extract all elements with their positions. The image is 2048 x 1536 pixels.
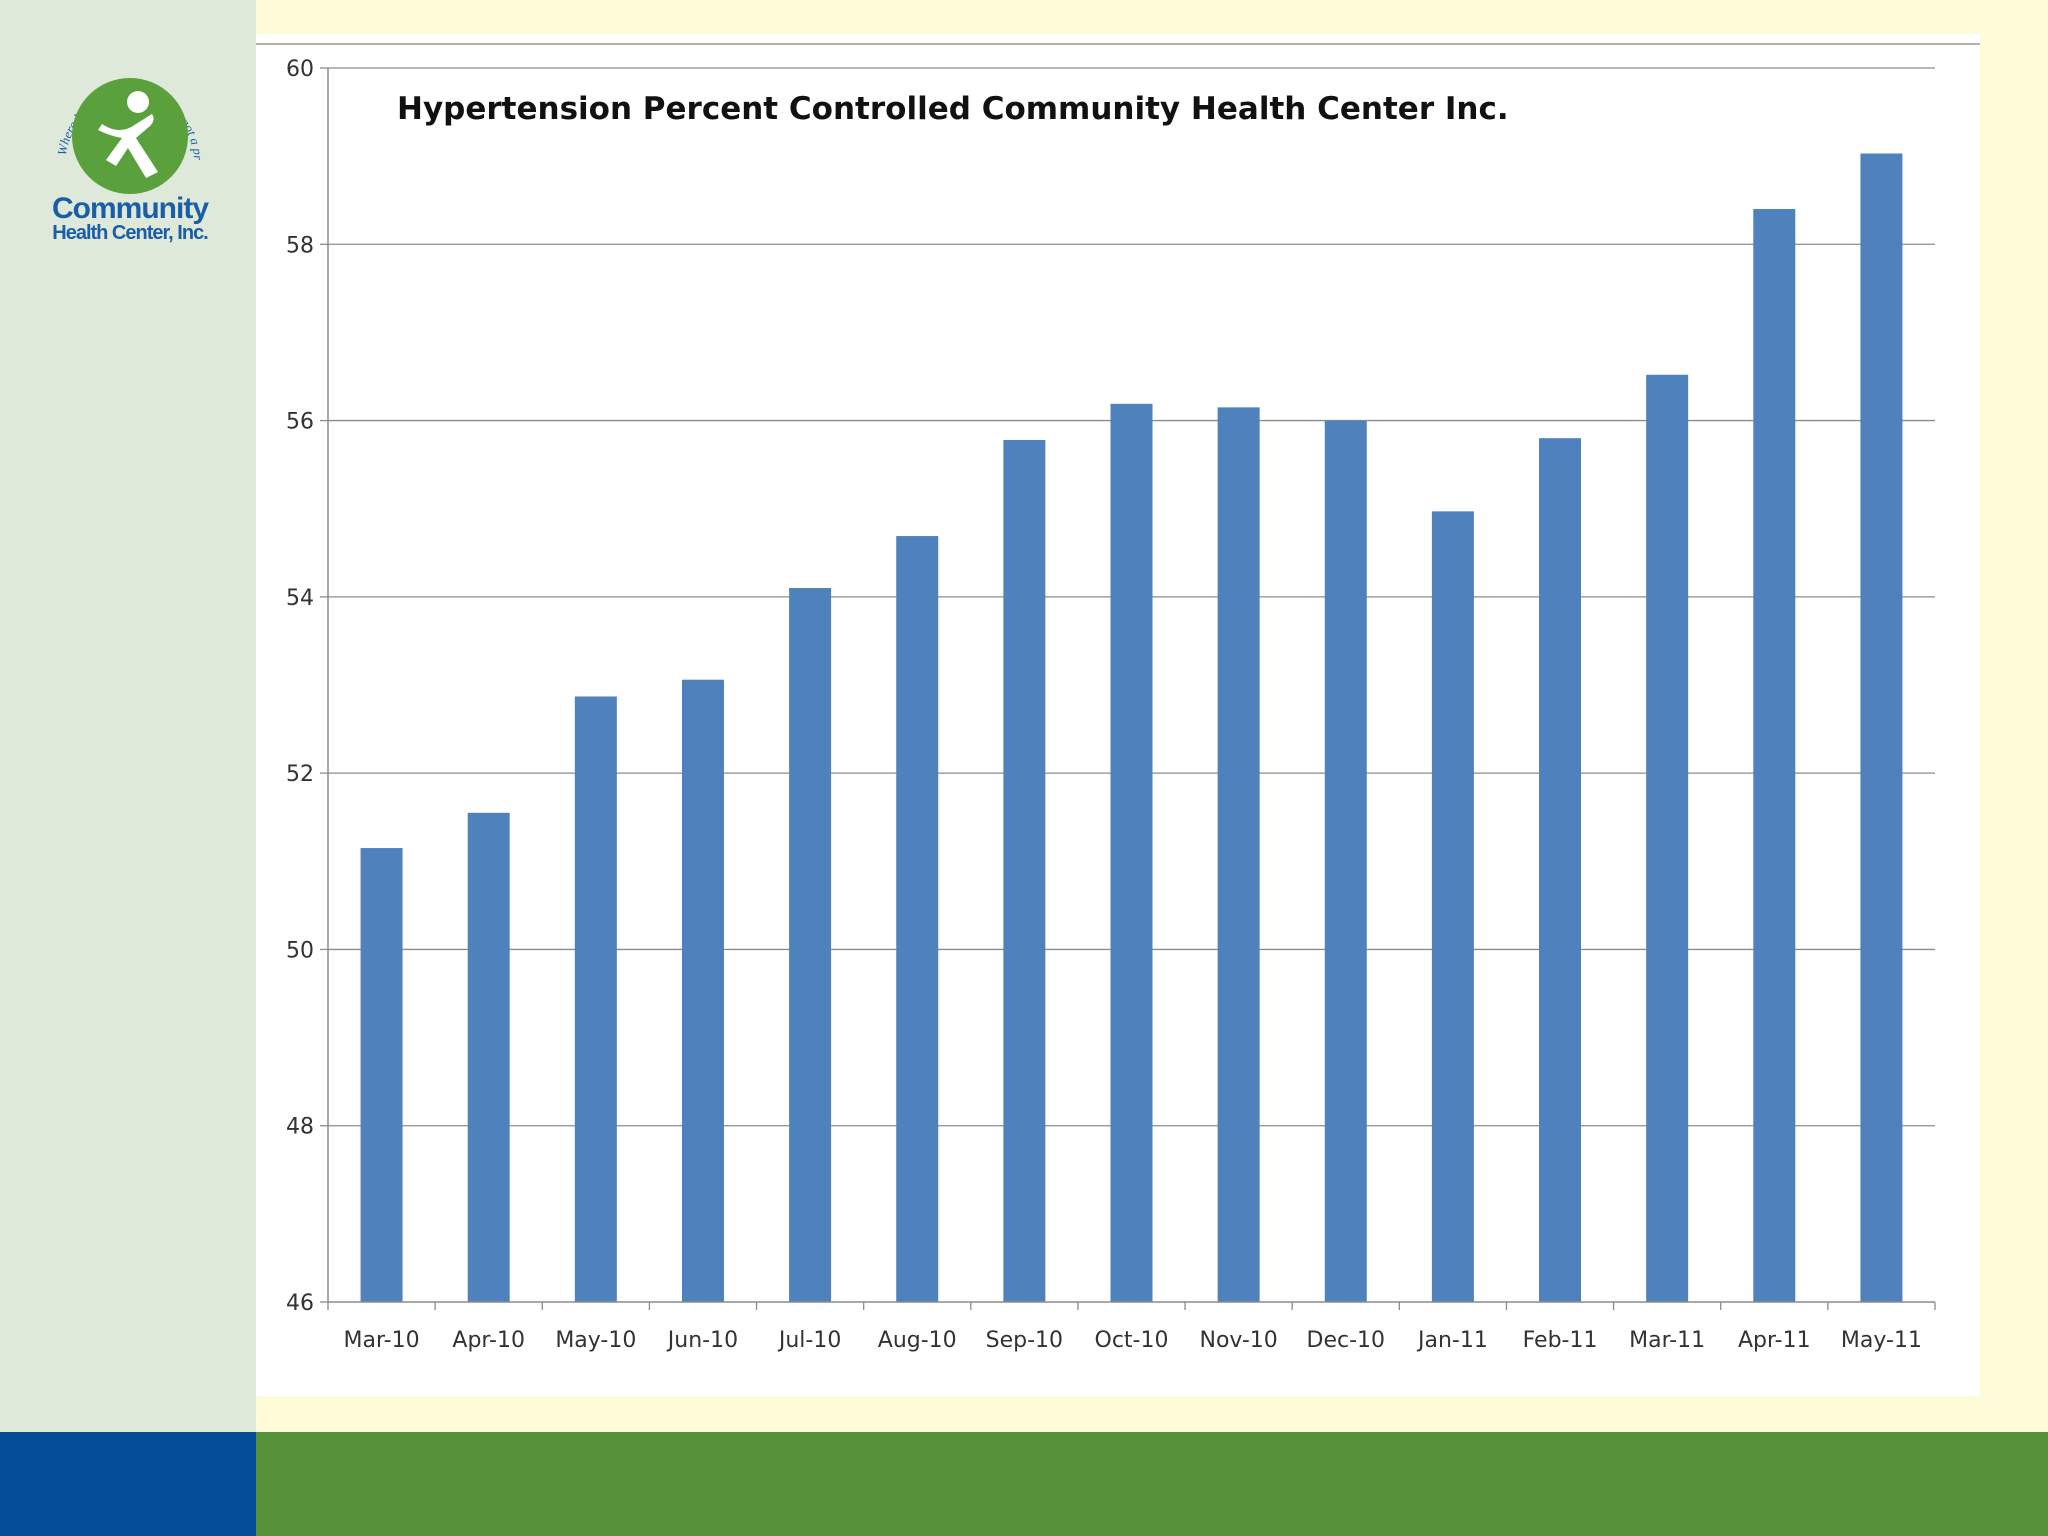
- y-tick-label: 50: [286, 938, 314, 963]
- x-tick-label: Mar-10: [344, 1328, 420, 1353]
- x-tick-label: Feb-11: [1523, 1328, 1598, 1353]
- bar-may-11: [1860, 153, 1903, 1303]
- bar-sep-10: [1003, 439, 1046, 1302]
- logo-figure-head: [127, 91, 149, 113]
- bar-chart: 46 48 50 52 54 56 58 60 Mar-10 Apr-10 May-10 Jun-10…: [256, 43, 1980, 1353]
- logo-emblem: Where health care is a right, not a priv…: [37, 32, 206, 194]
- bar-jan-11: [1431, 511, 1474, 1302]
- bar-jun-10: [681, 679, 724, 1302]
- footer-green-band: [256, 1432, 2048, 1536]
- x-tick-label: Mar-11: [1629, 1328, 1705, 1353]
- x-tick-label: Aug-10: [878, 1328, 957, 1353]
- left-side-panel: [0, 0, 256, 1432]
- community-health-center-logo: Where health care is a right, not a priv…: [37, 32, 220, 254]
- x-tick-label: Jun-10: [666, 1328, 738, 1353]
- y-tick-label: 54: [286, 586, 314, 611]
- x-tick-label: Dec-10: [1307, 1328, 1386, 1353]
- logo-name-line2: Health Center, Inc.: [52, 222, 209, 244]
- axes: [320, 67, 1936, 1310]
- bar-nov-10: [1217, 407, 1260, 1303]
- bar-apr-10: [467, 812, 510, 1302]
- bar-may-10: [574, 696, 617, 1302]
- x-tick-label: Jul-10: [777, 1328, 841, 1353]
- x-tick-label: Nov-10: [1199, 1328, 1277, 1353]
- x-tick-label: May-10: [555, 1328, 636, 1353]
- bar-jul-10: [789, 588, 832, 1302]
- chart-title: Hypertension Percent Controlled Communit…: [397, 91, 1509, 127]
- chart-card: 46 48 50 52 54 56 58 60 Mar-10 Apr-10 May-10 Jun-10…: [256, 34, 1980, 1396]
- x-tick-label: Jan-11: [1416, 1328, 1488, 1353]
- bar-aug-10: [896, 536, 939, 1302]
- x-tick-label: Apr-11: [1738, 1328, 1811, 1353]
- x-tick-label: May-11: [1841, 1328, 1922, 1353]
- y-tick-label: 56: [286, 410, 314, 435]
- bar-dec-10: [1324, 420, 1367, 1303]
- y-tick-label: 46: [286, 1291, 314, 1316]
- x-tick-label: Sep-10: [986, 1328, 1063, 1353]
- x-tick-label: Apr-10: [452, 1328, 525, 1353]
- logo-name-line1: Community: [52, 192, 209, 225]
- footer-blue-band: [0, 1432, 256, 1536]
- y-tick-label: 60: [286, 57, 314, 82]
- tick-labels: 46 48 50 52 54 56 58 60 Mar-10 Apr-10 May-10 Jun-10…: [286, 57, 1922, 1353]
- y-tick-label: 48: [286, 1115, 314, 1140]
- y-tick-label: 52: [286, 762, 314, 787]
- bar-apr-11: [1753, 209, 1796, 1302]
- x-tick-label: Oct-10: [1095, 1328, 1169, 1353]
- bar-oct-10: [1110, 403, 1153, 1302]
- y-tick-label: 58: [286, 233, 314, 258]
- bar-mar-10: [360, 848, 403, 1302]
- bars: [360, 153, 1903, 1303]
- bar-mar-11: [1646, 374, 1689, 1302]
- bar-feb-11: [1539, 438, 1582, 1302]
- logo-figure-body: [98, 114, 158, 178]
